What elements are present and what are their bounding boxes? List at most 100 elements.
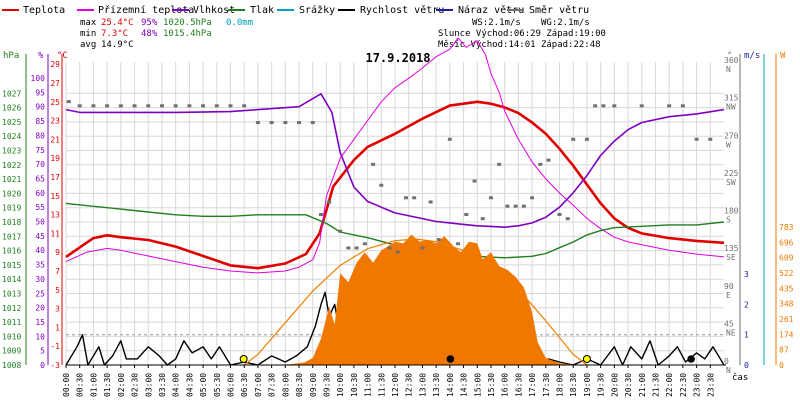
pressure-tick-label: 1018 [2,218,21,227]
legend-label: Rychlost větru [360,4,444,16]
stats-max-hum: 95% [141,18,158,28]
legend-label: Teplota [23,5,65,16]
moonrise-marker [446,355,455,363]
wind-direction-point [354,246,359,250]
pressure-tick-label: 1019 [2,204,21,213]
stats-max-rain: 0.0mm [226,18,253,28]
wind-direction-point [456,242,461,246]
direction-tick-compass: N [726,65,731,74]
wind-tick-label: 3 [744,270,749,279]
x-tick-label: 10:30 [350,373,359,397]
solar-tick-label: 174 [779,330,794,339]
direction-tick-compass: NW [726,103,736,112]
hum-series-line [65,93,725,228]
stats-max-press: 1020.5hPa [163,18,212,28]
legend-item-smer-vetru: Směr větru [507,4,589,16]
solar-tick-label: 609 [779,254,794,263]
wind-direction-point [187,104,192,108]
x-tick-label: 22:30 [679,373,688,397]
pressure-tick-label: 1026 [2,104,21,113]
direction-tick-degrees: 225 [724,169,739,178]
wind-direction-point [612,104,617,108]
stats-wg: WG:2.1m/s [541,18,590,28]
humidity-tick-label: 75 [35,146,45,155]
wind-direction-point [91,104,96,108]
temperature-tick-label: 3 [55,305,60,314]
wind-direction-point [571,137,576,141]
x-tick-label: 09:30 [322,373,331,397]
temperature-tick-label: 5 [55,286,60,295]
legend-item-srazky: Srážky [277,4,335,16]
solar-tick-label: 87 [779,346,789,355]
humidity-tick-label: 0 [40,361,45,370]
pressure-tick-label: 1008 [2,361,21,370]
temperature-tick-label: 25 [50,98,60,107]
direction-tick-compass: E [726,291,731,300]
x-tick-label: 01:30 [103,373,112,397]
pressure-tick-label: 1016 [2,247,21,256]
wind-direction-point [530,196,535,200]
x-tick-label: 00:30 [76,373,85,397]
wind-direction-point [310,121,315,125]
chart-title: 17.9.2018 [365,51,430,65]
ground-series-line [65,37,725,274]
solar-tick-label: 522 [779,269,794,278]
legend-label: Směr větru [529,4,589,16]
temperature-tick-label: -1 [50,342,60,351]
humidity-tick-label: 5 [40,347,45,356]
legend-swatch [228,9,245,11]
x-tick-label: 06:30 [240,373,249,397]
legend-item-rychlost-vetru: Rychlost větru [338,4,444,16]
wind-direction-point [546,158,551,162]
x-tick-label: 00:00 [62,373,71,397]
pressure-tick-label: 1020 [2,189,21,198]
x-tick-label: 22:00 [665,373,674,397]
wind-direction-point [338,229,343,233]
humidity-tick-label: 95 [35,88,45,97]
stats-avg-label: avg [80,40,96,50]
wind-direction-point [565,217,570,221]
legend-item-vlhkost: Vlhkost [172,5,235,16]
wind-direction-point [362,242,367,246]
temperature-tick-label: 15 [50,192,60,201]
direction-tick-compass: N [726,366,731,375]
pressure-axis-unit: hPa [3,51,19,61]
wind-direction-point [318,213,323,216]
legend-label: Náraz větru [458,4,524,16]
humidity-tick-label: 60 [35,189,45,198]
x-tick-label: 08:00 [281,373,290,397]
stats-min-label: min [80,29,96,39]
pressure-tick-label: 1017 [2,232,21,241]
x-tick-label: 21:00 [638,373,647,397]
pressure-tick-label: 1013 [2,290,21,299]
x-tick-label: 17:00 [528,373,537,397]
stats-min-hum: 48% [141,29,158,39]
x-tick-label: 04:00 [172,373,181,397]
solar-tick-label: 696 [779,238,794,247]
wind-direction-point [395,250,400,254]
temperature-tick-label: -3 [50,361,60,370]
humidity-tick-label: 80 [35,131,45,140]
humidity-tick-label: 65 [35,174,45,183]
wind-direction-point [505,204,510,208]
x-tick-label: 23:00 [693,373,702,397]
pressure-tick-label: 1027 [2,89,21,98]
direction-tick-degrees: 180 [724,207,739,216]
x-tick-label: 13:30 [432,373,441,397]
wind-direction-point [255,121,260,125]
x-tick-label: 04:30 [185,373,194,397]
legend-label: Tlak [250,5,274,16]
wind-direction-point [146,104,151,108]
wind-direction-point [557,213,562,216]
solar-radiation-area [246,234,587,365]
pressure-tick-label: 1010 [2,332,21,341]
solar-tick-label: 435 [779,284,794,293]
humidity-tick-label: 85 [35,117,45,126]
wind-direction-point [132,104,137,108]
wind-direction-point [420,246,425,250]
wind-direction-point [601,104,606,108]
x-tick-label: 19:00 [583,373,592,397]
wind-direction-point [521,204,526,208]
wind-axis-unit: m/s [744,51,760,61]
